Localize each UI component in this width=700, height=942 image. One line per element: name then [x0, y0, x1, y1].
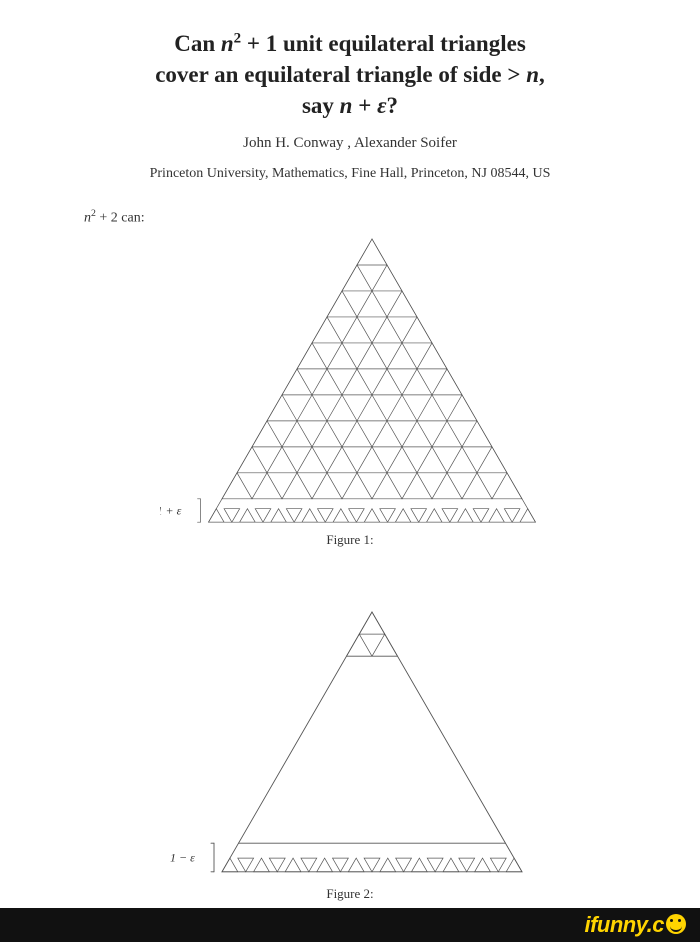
t1-n: n [221, 31, 234, 56]
claim-n: n [84, 211, 91, 226]
title-line2: cover an equilateral triangle of side > … [155, 62, 545, 87]
figure-1-svg: 1 + ε [160, 235, 540, 528]
authors: John H. Conway , Alexander Soifer [60, 135, 640, 152]
paper-page: Can n2 + 1 unit equilateral triangles co… [0, 0, 700, 908]
smile-icon [666, 914, 686, 934]
t3-pre: say [302, 93, 340, 118]
t3-post: ? [387, 93, 399, 118]
watermark-text: ifunny.c [584, 912, 664, 937]
t3-eps: ε [377, 93, 386, 118]
t2-pre: cover an equilateral triangle of side > [155, 62, 526, 87]
figure-2-caption: Figure 2: [60, 886, 640, 902]
svg-text:1 − ε: 1 − ε [170, 850, 195, 864]
figure-1: 1 + ε Figure 1: [60, 235, 640, 548]
affiliation: Princeton University, Mathematics, Fine … [60, 166, 640, 182]
t3-n: n [340, 93, 353, 118]
title-line1: Can n2 + 1 unit equilateral triangles [174, 31, 526, 56]
t3-mid: + [352, 93, 377, 118]
claim-text: n2 + 2 can: [84, 208, 640, 227]
watermark-bar: ifunny.c [0, 908, 700, 942]
svg-text:1 + ε: 1 + ε [160, 503, 182, 517]
paper-title: Can n2 + 1 unit equilateral triangles co… [60, 28, 640, 121]
t1-pre: Can [174, 31, 221, 56]
figure-gap [60, 548, 640, 606]
title-line3: say n + ε? [302, 93, 398, 118]
claim-rest: + 2 can: [96, 211, 145, 226]
figure-2: 1 − ε Figure 2: [60, 606, 640, 902]
figure-1-caption: Figure 1: [60, 532, 640, 548]
watermark-logo: ifunny.c [584, 912, 686, 938]
t1-post: + 1 unit equilateral triangles [241, 31, 526, 56]
figure-2-svg: 1 − ε [160, 606, 540, 882]
t2-post: , [539, 62, 545, 87]
t2-n: n [526, 62, 539, 87]
